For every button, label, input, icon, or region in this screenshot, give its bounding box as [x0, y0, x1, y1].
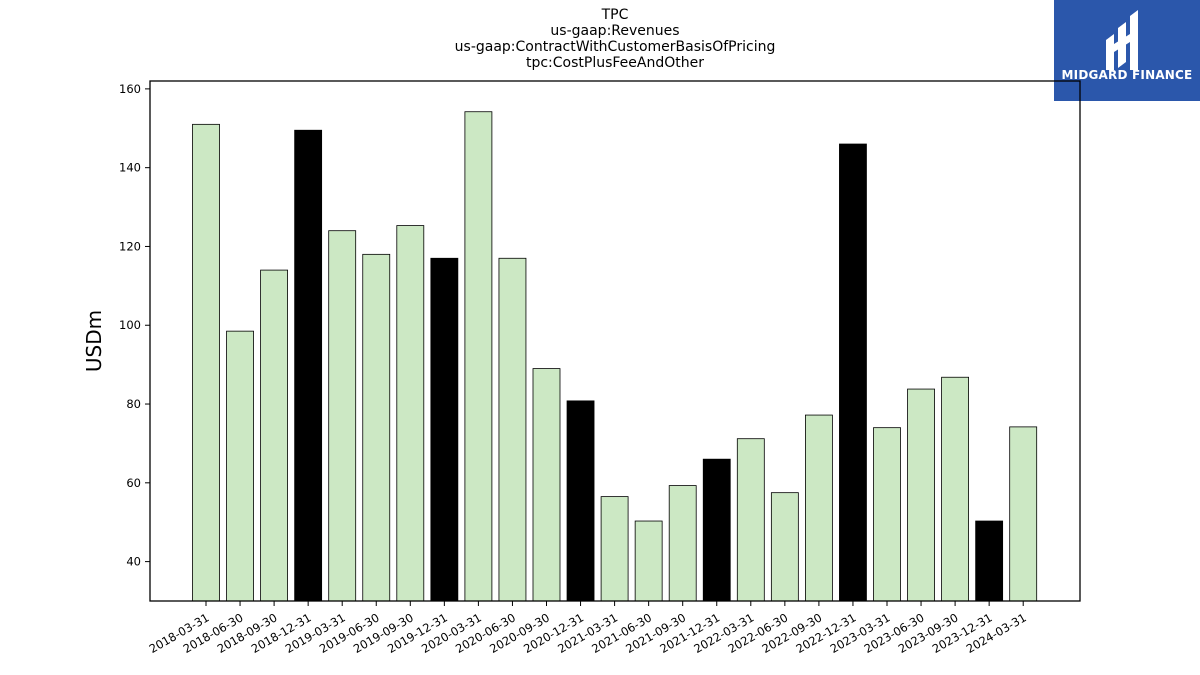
y-tick-label: 120: [119, 239, 141, 253]
chart-title: TPC us-gaap:Revenues us-gaap:ContractWit…: [150, 7, 1080, 71]
bar-2022-12-31: [839, 143, 867, 602]
title-line-1: TPC: [601, 7, 629, 23]
bar-2021-06-30: [634, 520, 663, 602]
y-tick-label: 160: [119, 82, 141, 96]
bar-2024-03-31: [1009, 426, 1038, 602]
midgard-finance-logo: MIDGARD FINANCE: [1054, 0, 1200, 101]
y-tick-label: 40: [126, 555, 141, 569]
bar-2020-06-30: [498, 257, 527, 602]
bar-2023-06-30: [907, 388, 935, 602]
y-tick-label: 60: [126, 476, 141, 490]
bar-2018-09-30: [260, 269, 289, 602]
logo-text: MIDGARD FINANCE: [1061, 68, 1193, 82]
bar-2022-03-31: [736, 438, 765, 602]
y-tick-label: 80: [126, 397, 141, 411]
y-tick-label: 140: [119, 161, 141, 175]
bar-2023-12-31: [975, 520, 1004, 602]
bar-2022-09-30: [805, 414, 833, 602]
bar-2020-12-31: [566, 400, 595, 602]
bar-2023-03-31: [873, 427, 901, 602]
bar-2018-03-31: [192, 123, 220, 602]
bar-2019-06-30: [362, 253, 391, 602]
title-line-3: us-gaap:ContractWithCustomerBasisOfPrici…: [454, 39, 776, 55]
bar-2021-12-31: [702, 458, 731, 602]
bar-2018-06-30: [226, 330, 254, 602]
y-axis-label: USDm: [82, 310, 106, 372]
bar-2018-12-31: [294, 129, 323, 602]
bar-2021-09-30: [668, 485, 697, 602]
bar-2019-12-31: [430, 257, 459, 602]
title-line-2: us-gaap:Revenues: [550, 23, 680, 39]
bar-2020-03-31: [464, 111, 493, 602]
bar-2019-09-30: [396, 225, 425, 602]
bar-2022-06-30: [770, 492, 799, 602]
logo-mark-icon: [1106, 10, 1138, 70]
y-tick-label: 100: [119, 318, 141, 332]
bar-2019-03-31: [328, 230, 357, 602]
bar-2021-03-31: [600, 496, 629, 602]
bar-2023-09-30: [941, 376, 969, 602]
title-line-4: tpc:CostPlusFeeAndOther: [525, 55, 704, 71]
bar-2020-09-30: [532, 368, 561, 602]
